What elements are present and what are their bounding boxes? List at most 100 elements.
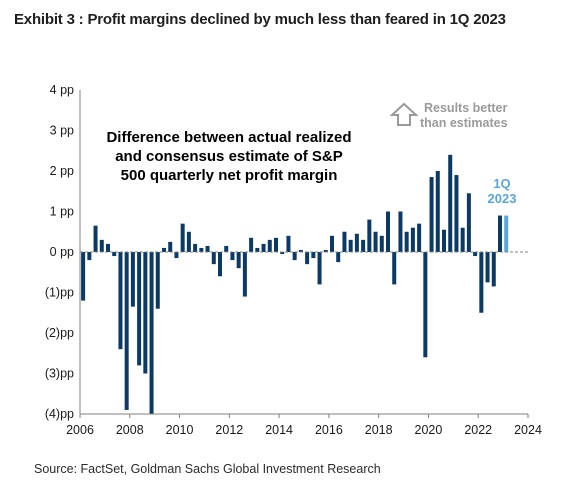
bar (379, 235, 384, 252)
bar (155, 252, 160, 309)
bar (460, 227, 465, 252)
bar (124, 252, 129, 410)
annotation-line-3: 500 quarterly net profit margin (121, 167, 338, 184)
y-tick-label: 1 pp (50, 205, 74, 219)
bar (199, 247, 204, 252)
bar (118, 252, 123, 350)
x-tick-label: 2008 (116, 423, 144, 437)
bar (311, 252, 316, 259)
y-tick-label: 4 pp (50, 83, 74, 97)
bar (261, 243, 266, 252)
bar (317, 252, 322, 285)
bar (398, 211, 403, 252)
bar (454, 175, 459, 252)
bar (361, 239, 366, 252)
bar (211, 252, 216, 265)
y-tick-label: (3)pp (45, 367, 74, 381)
x-tick-label: 2012 (215, 423, 243, 437)
bar (479, 252, 484, 313)
y-tick-label: (2)pp (45, 326, 74, 340)
bar (168, 241, 173, 252)
bar (485, 252, 490, 283)
x-tick-label: 2010 (166, 423, 194, 437)
bar (249, 237, 254, 252)
source-note: Source: FactSet, Goldman Sachs Global In… (34, 462, 381, 476)
bar (392, 252, 397, 285)
bar (448, 154, 453, 252)
bar (373, 231, 378, 252)
bar (354, 233, 359, 252)
bar (205, 245, 210, 252)
bar (367, 219, 372, 252)
bar (162, 247, 166, 252)
bar (87, 252, 92, 261)
x-tick-label: 2022 (464, 423, 492, 437)
bar (442, 229, 446, 252)
bar (130, 252, 135, 307)
bar (81, 252, 86, 301)
bar (224, 245, 229, 252)
bar (230, 252, 235, 261)
bar (186, 231, 191, 252)
bar (404, 231, 409, 252)
highlight-label-year: 2023 (488, 191, 517, 206)
y-tick-label: (4)pp (45, 407, 74, 421)
bar (342, 231, 347, 252)
bar (323, 249, 328, 252)
legend-line-2: than estimates (420, 116, 508, 130)
y-tick-label: 0 pp (50, 245, 74, 259)
bar (417, 223, 422, 252)
bar (180, 223, 185, 252)
bar (491, 252, 496, 287)
bar (473, 252, 478, 257)
bar (174, 252, 179, 259)
bar (336, 252, 341, 263)
y-tick-label: (1)pp (45, 286, 74, 300)
bar (143, 252, 148, 374)
bar (106, 243, 110, 252)
y-axis: 4 pp 3 pp 2 pp 1 pp 0 pp (1)pp (2)pp (3)pp (4)pp (45, 83, 74, 421)
bar (386, 211, 390, 252)
annotation-line-2: and consensus estimate of S&P (115, 148, 343, 165)
x-tick-label: 2016 (315, 423, 343, 437)
bar (267, 239, 272, 252)
bar (330, 235, 334, 252)
y-tick-label: 3 pp (50, 124, 74, 138)
bar (149, 252, 154, 414)
bar (410, 227, 415, 252)
bar (236, 252, 241, 269)
bar (286, 235, 291, 252)
x-tick-label: 2014 (265, 423, 293, 437)
bar (255, 247, 260, 252)
bar (280, 252, 285, 255)
legend-line-1: Results better (424, 101, 507, 115)
bar-highlight (504, 215, 509, 252)
chart-title: Exhibit 3 : Profit margins declined by m… (14, 11, 506, 28)
bar (348, 239, 353, 252)
x-tick-label: 2024 (514, 423, 542, 437)
bar (298, 249, 303, 252)
annotation-line-1: Difference between actual realized (106, 129, 351, 146)
bar (423, 252, 428, 358)
bar (305, 252, 310, 265)
x-tick-label: 2018 (365, 423, 393, 437)
y-tick-label: 2 pp (50, 164, 74, 178)
bar (466, 193, 471, 252)
bar (137, 252, 142, 366)
bar (193, 243, 198, 252)
highlight-label-quarter: 1Q (493, 176, 510, 191)
bar (218, 252, 222, 277)
x-tick-label: 2006 (66, 423, 94, 437)
bar (93, 225, 98, 252)
bars-group (81, 154, 509, 414)
x-axis: 2006 2008 2010 2012 2014 2016 2018 2020 2022 2024 (66, 414, 542, 437)
bar (498, 215, 502, 252)
bar (274, 237, 278, 252)
bar (429, 177, 434, 252)
bar (435, 171, 440, 252)
x-tick-label: 2020 (415, 423, 443, 437)
up-arrow-icon (389, 102, 419, 126)
bar (292, 252, 297, 261)
bar (112, 252, 117, 257)
